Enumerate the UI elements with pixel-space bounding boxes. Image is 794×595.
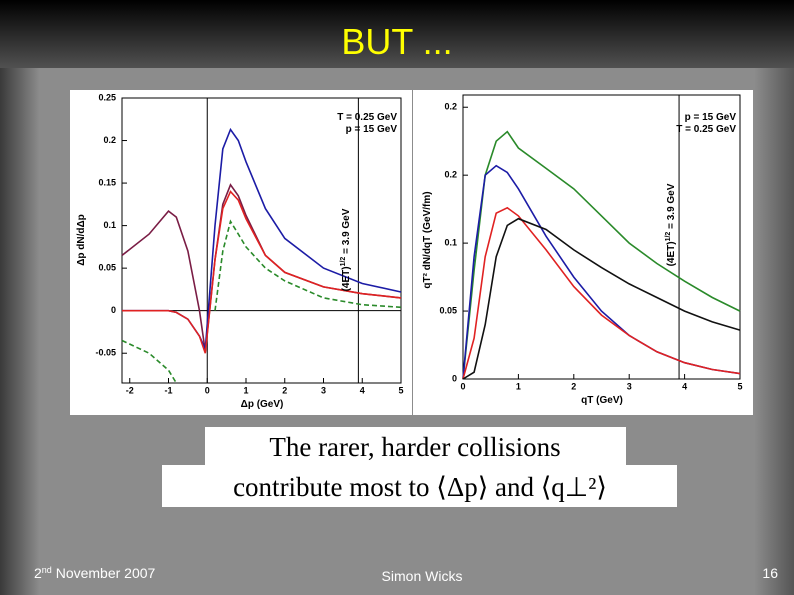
chart-panel [413,90,753,415]
x-tick-label: 4 [360,385,365,395]
annotation: p = 15 GeV [346,124,398,135]
date-rest: November 2007 [52,565,156,581]
y-axis-label: Δp dN/dΔp [76,214,87,266]
y-tick-label: 0.2 [444,102,457,112]
annotation: T = 0.25 GeV [337,112,397,123]
y-tick-label: 0.05 [439,305,457,315]
y-tick-label: 0.1 [444,237,457,247]
x-tick-label: 0 [460,381,465,391]
caption-line: The rarer, harder collisions [269,432,560,462]
reference-label: (4ET)1/2 = 3.9 GeV [665,183,677,266]
y-tick-label: 0.25 [98,92,116,102]
date-day: 2 [34,565,42,581]
footer-date: 2nd November 2007 [34,565,156,581]
series-line [462,217,741,380]
x-tick-label: -2 [126,385,134,395]
x-tick-label: 2 [571,381,576,391]
slide-title: BUT ... [341,21,452,62]
x-tick-label: 5 [398,385,403,395]
x-tick-label: 4 [682,381,687,391]
x-tick-label: 1 [243,385,248,395]
x-tick-label: 1 [516,381,521,391]
y-tick-label: 0.15 [98,177,116,187]
y-tick-label: 0.2 [103,135,116,145]
y-tick-label: 0.05 [98,263,116,273]
x-tick-label: -1 [164,385,172,395]
x-tick-label: 3 [321,385,326,395]
series-line [122,190,402,354]
y-tick-label: 0.1 [103,220,116,230]
series-line [121,219,402,384]
date-suffix: nd [42,565,52,575]
annotation: p = 15 GeV [685,112,737,123]
y-tick-label: 0 [452,373,457,383]
y-axis-label: qT² dN/dqT (GeV/fm) [422,191,433,288]
plot-frame [121,97,402,384]
x-tick-label: 0 [205,385,210,395]
series-line [462,206,741,380]
x-tick-label: 3 [627,381,632,391]
footer-author: Simon Wicks [382,568,463,584]
label-part: = 3.9 GeV [666,183,677,231]
y-tick-label: 0 [111,305,116,315]
label-part: (4ET) [666,241,677,266]
label-part: 1/2 [665,232,672,242]
plot-frame [462,94,741,380]
footer-page: 16 [762,565,778,581]
x-tick-label: 2 [282,385,287,395]
caption-box [205,427,626,466]
reference-label: (4ET)1/2 = 3.9 GeV [340,208,352,291]
x-tick-label: 5 [737,381,742,391]
x-axis-label: qT (GeV) [581,395,623,406]
chart-panel [70,90,412,415]
label-part: (4ET) [341,266,352,291]
caption-box [162,465,677,507]
annotation: T = 0.25 GeV [676,124,736,135]
label-part: = 3.9 GeV [341,208,352,256]
caption-line: contribute most to ⟨Δp⟩ and ⟨q⊥²⟩ [233,472,607,502]
x-axis-label: Δp (GeV) [241,399,284,410]
label-part: 1/2 [340,257,347,267]
y-tick-label: -0.05 [95,348,116,358]
series-line [462,130,741,380]
y-tick-label: 0.2 [444,170,457,180]
